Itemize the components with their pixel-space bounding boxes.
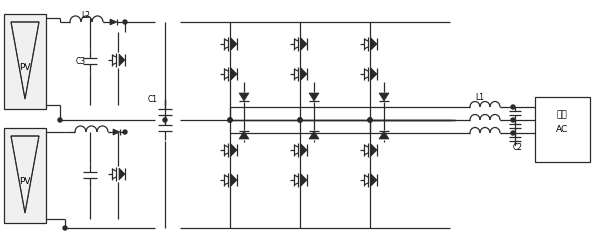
Circle shape [368, 118, 372, 122]
Circle shape [298, 118, 302, 122]
Polygon shape [239, 93, 249, 101]
Circle shape [228, 118, 232, 122]
Circle shape [368, 118, 372, 122]
Circle shape [298, 118, 302, 122]
Polygon shape [119, 168, 125, 180]
Polygon shape [371, 68, 377, 80]
Polygon shape [309, 131, 319, 139]
Polygon shape [231, 68, 237, 80]
Text: C3: C3 [76, 56, 86, 66]
Polygon shape [239, 131, 249, 139]
Polygon shape [371, 38, 377, 50]
Polygon shape [231, 174, 237, 186]
Bar [535, 97, 590, 162]
Polygon shape [110, 19, 117, 25]
Text: AC: AC [556, 125, 568, 134]
Polygon shape [301, 174, 307, 186]
Polygon shape [371, 144, 377, 156]
Bar [4, 14, 46, 109]
Polygon shape [119, 54, 125, 66]
Circle shape [123, 130, 127, 134]
Polygon shape [379, 93, 389, 101]
Polygon shape [309, 93, 319, 101]
Polygon shape [371, 174, 377, 186]
Circle shape [58, 118, 62, 122]
Polygon shape [301, 38, 307, 50]
Circle shape [298, 118, 302, 122]
Polygon shape [231, 38, 237, 50]
Text: PV: PV [19, 63, 31, 72]
Text: C2: C2 [513, 142, 523, 152]
Circle shape [228, 118, 232, 122]
Bar [4, 128, 46, 223]
Text: L1: L1 [475, 93, 485, 101]
Text: 三相: 三相 [557, 111, 568, 120]
Circle shape [63, 226, 67, 230]
Polygon shape [301, 144, 307, 156]
Circle shape [123, 20, 127, 24]
Circle shape [163, 118, 167, 122]
Polygon shape [113, 129, 120, 135]
Text: C1: C1 [148, 95, 158, 105]
Polygon shape [379, 131, 389, 139]
Circle shape [511, 105, 515, 109]
Circle shape [368, 118, 372, 122]
Polygon shape [301, 68, 307, 80]
Circle shape [511, 131, 515, 135]
Polygon shape [231, 144, 237, 156]
Circle shape [228, 118, 232, 122]
Circle shape [511, 118, 515, 122]
Text: PV: PV [19, 177, 31, 186]
Text: L2: L2 [82, 11, 90, 20]
